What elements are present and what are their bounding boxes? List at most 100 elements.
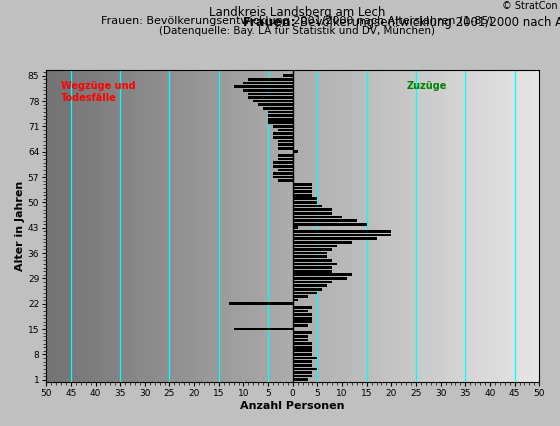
- Bar: [293, 288, 323, 291]
- Text: Bevölkerungsentwicklung 2001/2000 nach Altersjahren (1-85): Bevölkerungsentwicklung 2001/2000 nach A…: [300, 16, 560, 29]
- Bar: [293, 187, 312, 189]
- Bar: [436, 70, 441, 382]
- Bar: [273, 176, 293, 178]
- Bar: [490, 70, 495, 382]
- Bar: [515, 70, 520, 382]
- Bar: [293, 150, 298, 153]
- Bar: [293, 335, 307, 338]
- Bar: [249, 96, 293, 99]
- Bar: [485, 70, 490, 382]
- Bar: [278, 70, 283, 382]
- Bar: [268, 121, 293, 124]
- Text: Landkreis Landsberg am Lech: Landkreis Landsberg am Lech: [209, 6, 385, 20]
- Bar: [145, 70, 150, 382]
- Bar: [273, 132, 293, 135]
- Bar: [244, 89, 293, 92]
- Bar: [293, 216, 342, 218]
- Bar: [386, 70, 391, 382]
- Bar: [381, 70, 386, 382]
- Text: (Datenquelle: Bay. LA für Statistik und DV, München): (Datenquelle: Bay. LA für Statistik und …: [159, 26, 435, 35]
- Bar: [228, 302, 293, 305]
- Bar: [253, 100, 293, 103]
- Bar: [293, 227, 298, 229]
- Bar: [293, 368, 318, 370]
- Bar: [179, 70, 184, 382]
- Bar: [293, 331, 312, 334]
- Bar: [293, 270, 332, 273]
- Bar: [302, 70, 307, 382]
- Bar: [293, 284, 327, 287]
- Bar: [239, 70, 244, 382]
- Text: Zuzüge: Zuzüge: [406, 81, 446, 91]
- Bar: [293, 255, 327, 258]
- Bar: [293, 190, 312, 193]
- Bar: [327, 70, 332, 382]
- Bar: [234, 85, 293, 88]
- Bar: [406, 70, 411, 382]
- Bar: [293, 360, 312, 363]
- Bar: [421, 70, 426, 382]
- Bar: [150, 70, 155, 382]
- Bar: [293, 342, 312, 345]
- Bar: [332, 70, 337, 382]
- Bar: [253, 70, 258, 382]
- Bar: [170, 70, 174, 382]
- Bar: [278, 169, 293, 171]
- Bar: [249, 92, 293, 95]
- Bar: [525, 70, 529, 382]
- Bar: [293, 219, 357, 222]
- Bar: [450, 70, 455, 382]
- Bar: [293, 310, 307, 312]
- Bar: [391, 70, 396, 382]
- Bar: [293, 241, 352, 244]
- Bar: [376, 70, 381, 382]
- Bar: [293, 205, 323, 207]
- Bar: [293, 313, 312, 316]
- Bar: [56, 70, 61, 382]
- Bar: [219, 70, 223, 382]
- Text: Frauen: Bevölkerungsentwicklung 2001/2000 nach Altersjahren (1-85): Frauen: Bevölkerungsentwicklung 2001/200…: [101, 16, 493, 26]
- Bar: [105, 70, 110, 382]
- Bar: [293, 245, 337, 247]
- Bar: [411, 70, 416, 382]
- Bar: [61, 70, 66, 382]
- Bar: [293, 364, 312, 367]
- Bar: [228, 70, 234, 382]
- Bar: [401, 70, 406, 382]
- Bar: [298, 70, 302, 382]
- Bar: [293, 306, 312, 309]
- Bar: [480, 70, 485, 382]
- Bar: [293, 349, 312, 352]
- Bar: [495, 70, 500, 382]
- Bar: [278, 140, 293, 142]
- Bar: [293, 248, 332, 251]
- Bar: [273, 172, 293, 175]
- Bar: [199, 70, 204, 382]
- Bar: [278, 143, 293, 146]
- Bar: [426, 70, 431, 382]
- Bar: [258, 104, 293, 106]
- Bar: [278, 179, 293, 182]
- Bar: [81, 70, 86, 382]
- Bar: [362, 70, 367, 382]
- Bar: [312, 70, 318, 382]
- Bar: [278, 147, 293, 150]
- Bar: [347, 70, 352, 382]
- Bar: [500, 70, 505, 382]
- Bar: [357, 70, 362, 382]
- Bar: [446, 70, 450, 382]
- Bar: [323, 70, 327, 382]
- Bar: [293, 320, 312, 323]
- Bar: [534, 70, 539, 382]
- Bar: [273, 161, 293, 164]
- Text: Frauen:: Frauen:: [243, 16, 297, 29]
- Bar: [278, 129, 293, 132]
- Bar: [100, 70, 105, 382]
- Bar: [293, 339, 307, 341]
- Bar: [505, 70, 510, 382]
- Bar: [273, 125, 293, 128]
- Bar: [293, 357, 318, 360]
- Bar: [204, 70, 209, 382]
- Bar: [174, 70, 179, 382]
- Bar: [293, 346, 312, 348]
